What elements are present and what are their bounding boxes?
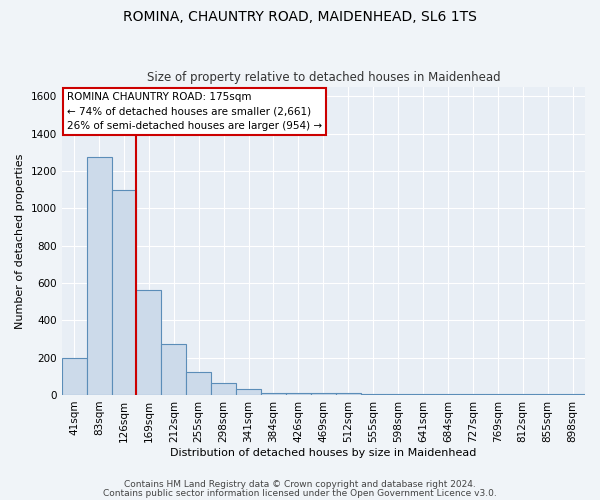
- Text: Contains public sector information licensed under the Open Government Licence v3: Contains public sector information licen…: [103, 488, 497, 498]
- Bar: [86, 157, 112, 395]
- Text: Contains HM Land Registry data © Crown copyright and database right 2024.: Contains HM Land Registry data © Crown c…: [124, 480, 476, 489]
- Bar: [436, 394, 460, 395]
- Text: ROMINA CHAUNTRY ROAD: 175sqm
← 74% of detached houses are smaller (2,661)
26% of: ROMINA CHAUNTRY ROAD: 175sqm ← 74% of de…: [67, 92, 322, 132]
- Bar: [62, 358, 86, 395]
- Bar: [311, 393, 336, 395]
- Bar: [485, 394, 510, 395]
- Bar: [112, 190, 136, 395]
- Bar: [211, 383, 236, 395]
- Y-axis label: Number of detached properties: Number of detached properties: [15, 154, 25, 328]
- Bar: [386, 394, 410, 395]
- Bar: [361, 394, 386, 395]
- Bar: [261, 393, 286, 395]
- Bar: [136, 290, 161, 395]
- Bar: [286, 393, 311, 395]
- Bar: [161, 344, 186, 395]
- Bar: [510, 394, 535, 395]
- Bar: [535, 394, 560, 395]
- Title: Size of property relative to detached houses in Maidenhead: Size of property relative to detached ho…: [146, 72, 500, 85]
- Text: ROMINA, CHAUNTRY ROAD, MAIDENHEAD, SL6 1TS: ROMINA, CHAUNTRY ROAD, MAIDENHEAD, SL6 1…: [123, 10, 477, 24]
- Bar: [560, 394, 585, 395]
- X-axis label: Distribution of detached houses by size in Maidenhead: Distribution of detached houses by size …: [170, 448, 476, 458]
- Bar: [236, 390, 261, 395]
- Bar: [186, 372, 211, 395]
- Bar: [410, 394, 436, 395]
- Bar: [336, 393, 361, 395]
- Bar: [460, 394, 485, 395]
